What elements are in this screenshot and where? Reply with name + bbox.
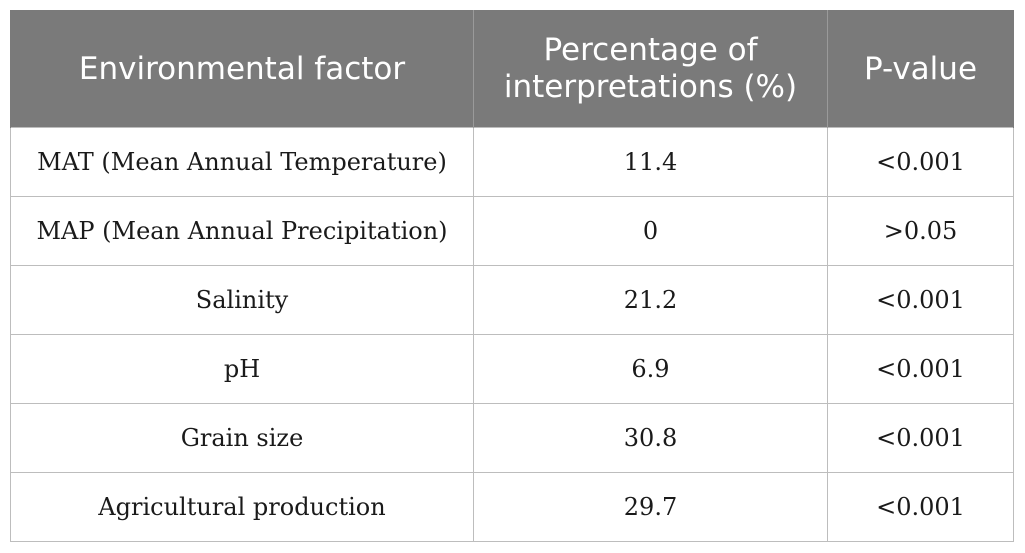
header-row: Environmental factor Percentage of inter… — [10, 10, 1014, 128]
cell-p-value: <0.001 — [827, 334, 1014, 404]
table-row: MAP (Mean Annual Precipitation) 0 >0.05 — [10, 196, 1014, 266]
cell-p-value: <0.001 — [827, 265, 1014, 335]
cell-factor: Grain size — [10, 403, 474, 473]
cell-percentage: 6.9 — [473, 334, 828, 404]
cell-factor: Salinity — [10, 265, 474, 335]
cell-p-value: <0.001 — [827, 403, 1014, 473]
cell-percentage: 30.8 — [473, 403, 828, 473]
table-header: Environmental factor Percentage of inter… — [10, 10, 1014, 128]
table-row: Grain size 30.8 <0.001 — [10, 403, 1014, 473]
cell-factor: MAT (Mean Annual Temperature) — [10, 127, 474, 197]
data-table-container: Environmental factor Percentage of inter… — [10, 10, 1014, 542]
header-percentage-of-interpretations: Percentage of interpretations (%) — [473, 10, 828, 128]
cell-percentage: 0 — [473, 196, 828, 266]
cell-factor: MAP (Mean Annual Precipitation) — [10, 196, 474, 266]
header-environmental-factor: Environmental factor — [10, 10, 474, 128]
table-body: MAT (Mean Annual Temperature) 11.4 <0.00… — [10, 127, 1014, 542]
table-row: pH 6.9 <0.001 — [10, 334, 1014, 404]
header-p-value: P-value — [827, 10, 1014, 128]
cell-percentage: 29.7 — [473, 472, 828, 542]
cell-p-value: <0.001 — [827, 472, 1014, 542]
table-row: MAT (Mean Annual Temperature) 11.4 <0.00… — [10, 127, 1014, 197]
table-row: Agricultural production 29.7 <0.001 — [10, 472, 1014, 542]
table-row: Salinity 21.2 <0.001 — [10, 265, 1014, 335]
environmental-factors-table: Environmental factor Percentage of inter… — [10, 10, 1014, 542]
cell-percentage: 11.4 — [473, 127, 828, 197]
cell-factor: Agricultural production — [10, 472, 474, 542]
cell-percentage: 21.2 — [473, 265, 828, 335]
cell-factor: pH — [10, 334, 474, 404]
cell-p-value: <0.001 — [827, 127, 1014, 197]
cell-p-value: >0.05 — [827, 196, 1014, 266]
